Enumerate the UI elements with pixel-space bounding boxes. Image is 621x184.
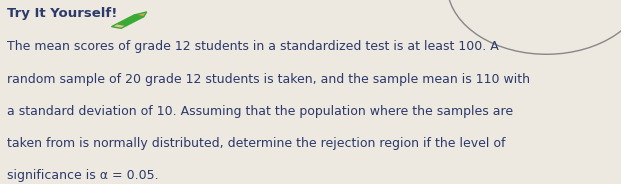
Text: The mean scores of grade 12 students in a standardized test is at least 100. A: The mean scores of grade 12 students in … [7, 40, 499, 54]
Text: taken from is normally distributed, determine the rejection region if the level : taken from is normally distributed, dete… [7, 137, 506, 150]
Text: significance is α = 0.05.: significance is α = 0.05. [7, 169, 159, 182]
Polygon shape [134, 12, 147, 17]
Text: Try It Yourself!: Try It Yourself! [7, 7, 118, 20]
Text: random sample of 20 grade 12 students is taken, and the sample mean is 110 with: random sample of 20 grade 12 students is… [7, 73, 530, 86]
Polygon shape [111, 24, 127, 28]
Polygon shape [117, 15, 144, 25]
Text: a standard deviation of 10. Assuming that the population where the samples are: a standard deviation of 10. Assuming tha… [7, 105, 514, 118]
